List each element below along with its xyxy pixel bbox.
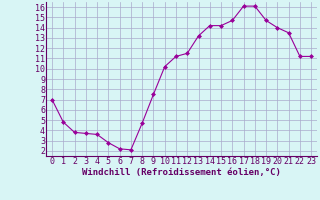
X-axis label: Windchill (Refroidissement éolien,°C): Windchill (Refroidissement éolien,°C) [82, 168, 281, 177]
